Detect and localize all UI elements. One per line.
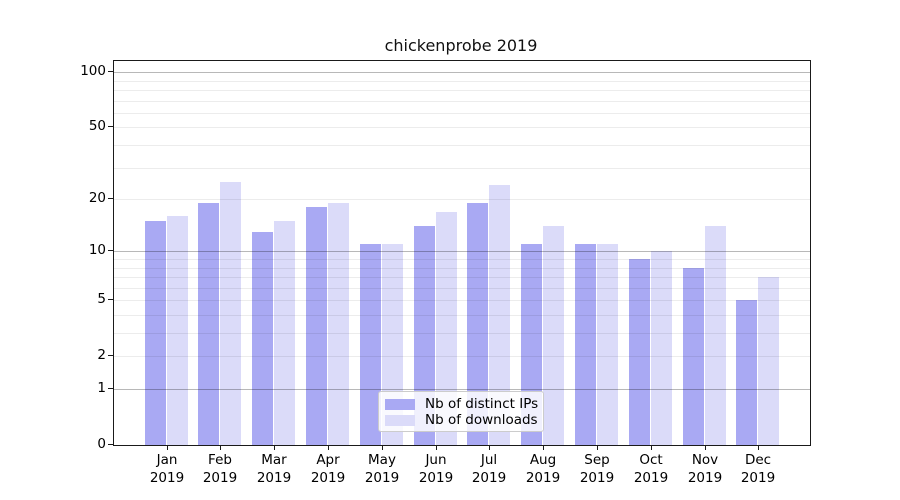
- gridline-60: [114, 113, 810, 114]
- bar-ips-dec: [736, 300, 758, 445]
- bar-ips-apr: [306, 207, 328, 445]
- bar-downloads-mar: [274, 221, 296, 445]
- gridline-5: [114, 300, 810, 301]
- xtick-label-mar: Mar 2019: [256, 452, 292, 486]
- bar-downloads-dec: [758, 277, 780, 445]
- xtick-label-jul: Jul 2019: [471, 452, 507, 486]
- xtick-label-jan: Jan 2019: [149, 452, 185, 486]
- xtick-label-nov: Nov 2019: [687, 452, 723, 486]
- ytick-mark-0: [108, 444, 113, 445]
- xtick-mark-apr: [328, 445, 329, 450]
- gridline-2: [114, 356, 810, 357]
- xtick-mark-mar: [274, 445, 275, 450]
- legend-swatch-distinct-ips: [385, 398, 415, 410]
- gridline-90: [114, 81, 810, 82]
- xtick-label-feb: Feb 2019: [202, 452, 238, 486]
- bar-ips-nov: [682, 267, 704, 445]
- xtick-label-aug: Aug 2019: [525, 452, 561, 486]
- bar-ips-jul: [467, 203, 489, 445]
- plot-area: [113, 60, 811, 446]
- bar-ips-jan: [144, 221, 166, 445]
- xtick-mark-jan: [167, 445, 168, 450]
- bar-ips-sep: [574, 244, 596, 445]
- ytick-label-20: 20: [88, 190, 106, 207]
- xtick-mark-nov: [705, 445, 706, 450]
- bar-downloads-apr: [328, 203, 350, 445]
- gridline-10: [114, 251, 810, 252]
- bar-ips-may: [359, 244, 381, 445]
- ytick-mark-1: [108, 388, 113, 389]
- gridline-40: [114, 145, 810, 146]
- gridline-9: [114, 259, 810, 260]
- legend: Nb of distinct IPs Nb of downloads: [378, 391, 544, 432]
- gridline-30: [114, 168, 810, 169]
- bar-downloads-jul: [489, 184, 511, 445]
- legend-label-downloads: Nb of downloads: [425, 412, 538, 428]
- gridline-20: [114, 199, 810, 200]
- xtick-mark-feb: [220, 445, 221, 450]
- bar-ips-jun: [413, 226, 435, 445]
- gridline-1: [114, 389, 810, 390]
- xtick-mark-jul: [489, 445, 490, 450]
- ytick-mark-5: [108, 299, 113, 301]
- bar-ips-feb: [198, 203, 220, 445]
- ytick-label-1: 1: [97, 380, 106, 396]
- bar-downloads-aug: [543, 226, 565, 445]
- ytick-mark-10: [108, 250, 113, 252]
- legend-label-distinct-ips: Nb of distinct IPs: [425, 396, 539, 412]
- gridline-7: [114, 277, 810, 278]
- ytick-label-2: 2: [97, 347, 106, 364]
- xtick-mark-jun: [436, 445, 437, 450]
- gridline-4: [114, 315, 810, 316]
- ytick-mark-100: [108, 71, 113, 73]
- ytick-mark-50: [108, 126, 113, 128]
- xtick-mark-oct: [651, 445, 652, 450]
- gridline-6: [114, 288, 810, 289]
- xtick-label-jun: Jun 2019: [418, 452, 454, 486]
- xtick-mark-sep: [597, 445, 598, 450]
- ytick-label-5: 5: [97, 291, 106, 308]
- bar-downloads-feb: [220, 181, 242, 445]
- ytick-label-10: 10: [88, 242, 106, 259]
- bar-downloads-jan: [166, 216, 188, 445]
- gridline-70: [114, 101, 810, 102]
- xtick-label-oct: Oct 2019: [633, 452, 669, 486]
- bar-downloads-jun: [435, 211, 457, 445]
- xtick-mark-may: [382, 445, 383, 450]
- ytick-mark-20: [108, 198, 113, 200]
- gridline-100: [114, 72, 810, 73]
- gridline-80: [114, 90, 810, 91]
- chart-title: chickenprobe 2019: [384, 36, 538, 55]
- bar-ips-mar: [252, 231, 274, 445]
- xtick-label-sep: Sep 2019: [579, 452, 615, 486]
- ytick-label-50: 50: [88, 118, 106, 135]
- bar-downloads-oct: [650, 251, 672, 445]
- legend-swatch-downloads: [385, 414, 415, 426]
- xtick-mark-aug: [543, 445, 544, 450]
- bar-downloads-sep: [596, 244, 618, 445]
- ytick-label-0: 0: [97, 436, 106, 452]
- ytick-label-100: 100: [80, 63, 106, 80]
- xtick-label-may: May 2019: [364, 452, 400, 486]
- xtick-label-apr: Apr 2019: [310, 452, 346, 486]
- bar-ips-oct: [628, 259, 650, 445]
- gridline-3: [114, 333, 810, 334]
- bar-downloads-nov: [704, 226, 726, 445]
- xtick-label-dec: Dec 2019: [740, 452, 776, 486]
- gridline-8: [114, 268, 810, 269]
- legend-row-downloads: Nb of downloads: [379, 412, 543, 428]
- gridline-50: [114, 127, 810, 128]
- ytick-mark-2: [108, 355, 113, 357]
- xtick-mark-dec: [758, 445, 759, 450]
- legend-row-distinct-ips: Nb of distinct IPs: [379, 396, 543, 412]
- grid-layer: [114, 61, 810, 445]
